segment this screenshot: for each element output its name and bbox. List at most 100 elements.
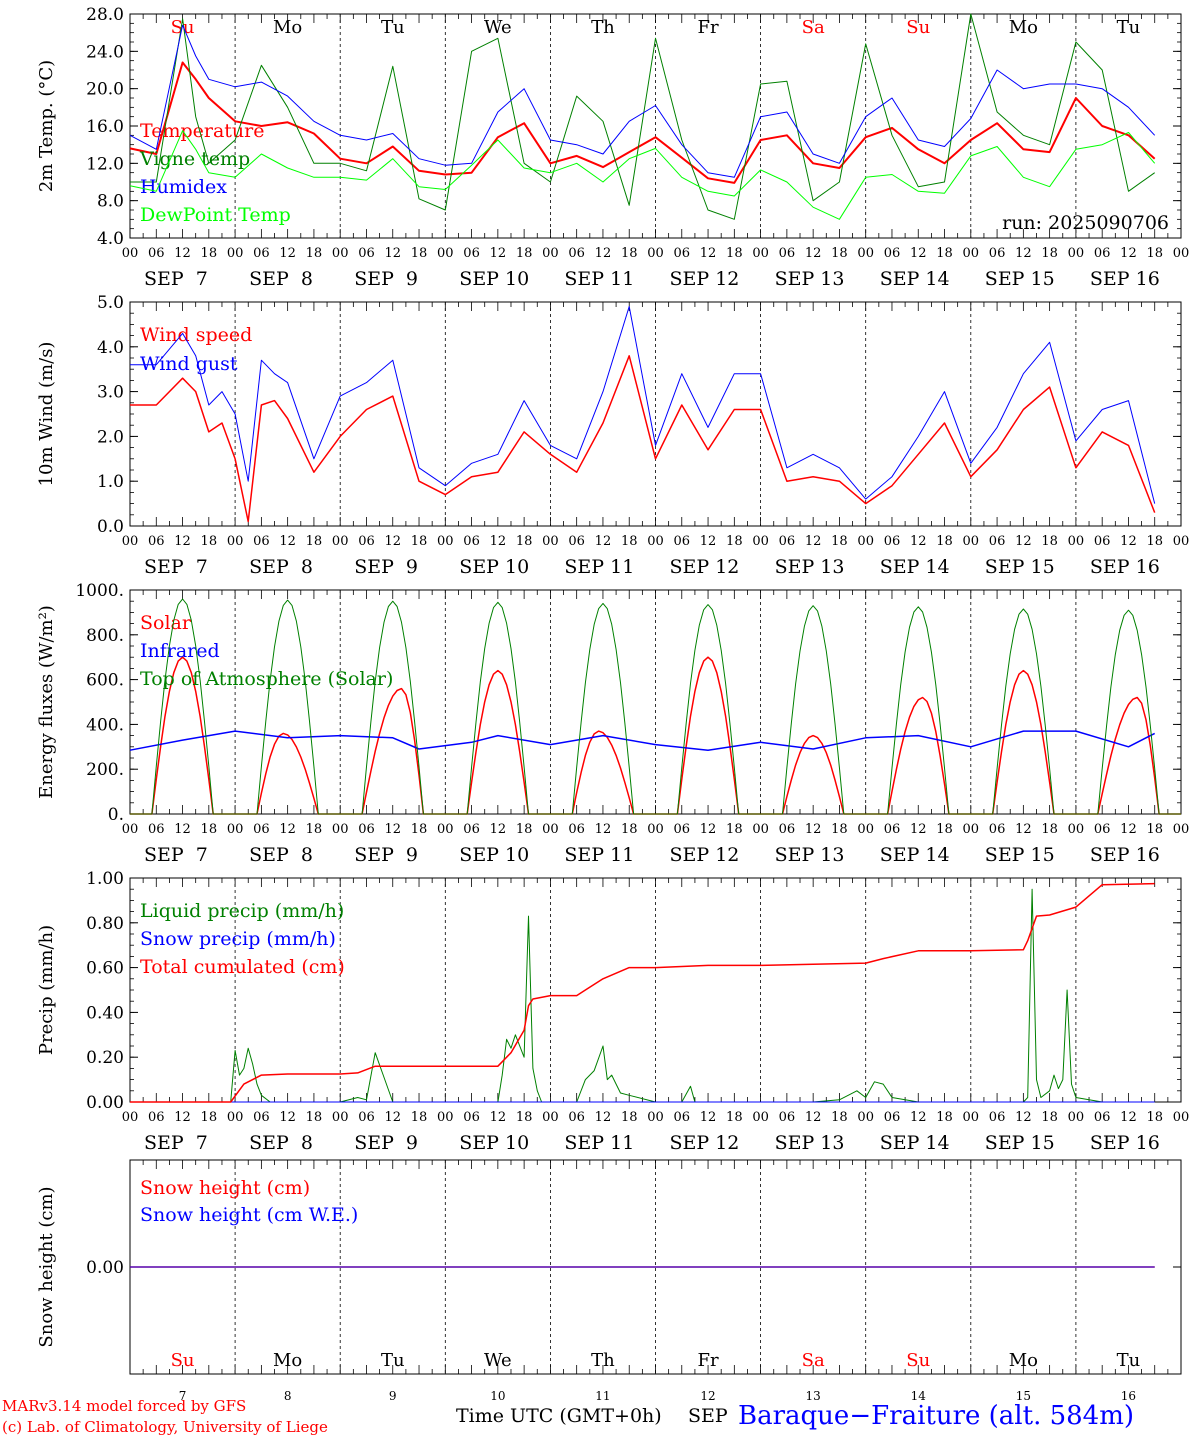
- station-title: Baraque−Fraiture (alt. 584m): [738, 1401, 1135, 1431]
- x-hour-label: 18: [1146, 246, 1163, 261]
- x-hour-label: 12: [174, 1110, 191, 1125]
- y-tick-label: 0.00: [86, 1258, 124, 1278]
- x-hour-label: 12: [1015, 246, 1032, 261]
- x-hour-label: 12: [490, 1110, 507, 1125]
- x-hour-label: 00: [647, 246, 664, 261]
- x-hour-label: 18: [936, 1110, 953, 1125]
- x-hour-label: 18: [726, 246, 743, 261]
- x-hour-label: 00: [227, 534, 244, 549]
- x-hour-label: 12: [1015, 534, 1032, 549]
- x-hour-label: 12: [805, 1110, 822, 1125]
- x-hour-label: 06: [148, 1110, 165, 1125]
- day-name-label: Th: [591, 17, 615, 38]
- x-hour-label: 12: [1015, 1110, 1032, 1125]
- x-hour-label: 12: [279, 822, 296, 837]
- x-hour-label: 12: [1120, 246, 1137, 261]
- y-tick-label: 0.80: [86, 914, 124, 934]
- x-date-label: SEP 7: [144, 844, 208, 866]
- x-hour-label: 00: [332, 822, 349, 837]
- x-date-label: SEP 16: [1090, 556, 1160, 578]
- day-name-label: We: [484, 17, 512, 38]
- x-hour-label: 06: [989, 822, 1006, 837]
- x-hour-label: 00: [752, 1110, 769, 1125]
- x-date-label: SEP 9: [354, 268, 418, 290]
- x-hour-label: 12: [595, 822, 612, 837]
- y-tick-label: 200.: [86, 760, 124, 780]
- x-hour-label: 18: [1041, 822, 1058, 837]
- x-hour-label: 06: [1094, 1110, 1111, 1125]
- x-hour-label: 00: [542, 246, 559, 261]
- x-hour-label: 06: [463, 534, 480, 549]
- x-hour-label: 18: [831, 534, 848, 549]
- x-hour-label: 00: [752, 534, 769, 549]
- x-hour-label: 18: [411, 534, 428, 549]
- x-hour-label: 12: [384, 822, 401, 837]
- y-tick-label: 1.00: [86, 869, 124, 889]
- x-hour-label: 06: [989, 246, 1006, 261]
- day-name-label: Su: [906, 17, 930, 38]
- x-date-label: SEP 9: [354, 556, 418, 578]
- panel-frame: [129, 589, 1182, 815]
- x-hour-label: 00: [963, 822, 980, 837]
- legend-entry: Snow height (cm W.E.): [140, 1204, 358, 1226]
- x-hour-label: 12: [1120, 534, 1137, 549]
- x-hour-label: 00: [437, 822, 454, 837]
- y-tick-label: 12.0: [86, 154, 124, 174]
- x-date-label: SEP 11: [564, 844, 634, 866]
- x-hour-label: 00: [963, 246, 980, 261]
- x-date-label: SEP 11: [564, 268, 634, 290]
- y-tick-label: 20.0: [86, 80, 124, 100]
- x-hour-label: 06: [568, 534, 585, 549]
- x-hour-label: 00: [542, 1110, 559, 1125]
- x-hour-label: 12: [384, 246, 401, 261]
- x-hour-label: 00: [542, 534, 559, 549]
- series-line-vigne-temp: [130, 13, 1155, 220]
- x-hour-label: 06: [358, 246, 375, 261]
- y-tick-label: 8.0: [97, 192, 124, 212]
- x-hour-label: 00: [122, 1110, 139, 1125]
- x-hour-label: 06: [253, 246, 270, 261]
- x-hour-label: 06: [358, 534, 375, 549]
- x-date-label: SEP 12: [670, 1132, 740, 1154]
- day-name-label: Sa: [802, 1350, 825, 1371]
- x-hour-label: 00: [437, 534, 454, 549]
- x-hour-label: 12: [174, 822, 191, 837]
- x-hour-label: 12: [910, 822, 927, 837]
- x-hour-label: 06: [253, 822, 270, 837]
- day-name-label: Su: [906, 1350, 930, 1371]
- x-hour-label: 00: [1173, 246, 1190, 261]
- y-tick-label: 2.0: [97, 427, 124, 447]
- x-hour-label: 12: [910, 246, 927, 261]
- legend-entry: Wind speed: [140, 324, 252, 346]
- x-hour-label: 00: [1068, 1110, 1085, 1125]
- x-hour-label: 06: [463, 246, 480, 261]
- footer-axis-label: Time UTC (GMT+0h): [456, 1405, 662, 1427]
- x-hour-label: 18: [516, 534, 533, 549]
- x-hour-label: 18: [306, 822, 323, 837]
- x-hour-label: 06: [884, 534, 901, 549]
- day-name-label: Fr: [698, 17, 719, 38]
- x-hour-label: 00: [1068, 822, 1085, 837]
- y-tick-label: 0.0: [97, 517, 124, 537]
- x-hour-label: 18: [516, 1110, 533, 1125]
- legend-entry: Infrared: [140, 640, 220, 662]
- x-hour-label: 12: [279, 246, 296, 261]
- y-axis-label: Energy fluxes (W/m²): [36, 605, 57, 799]
- x-hour-label: 12: [490, 534, 507, 549]
- x-hour-label: 00: [437, 246, 454, 261]
- x-date-label: SEP 15: [985, 844, 1055, 866]
- y-axis-label: Snow height (cm): [36, 1186, 57, 1347]
- x-date-label: SEP 8: [249, 268, 313, 290]
- day-number-label: 11: [595, 1389, 610, 1403]
- day-name-label: Fr: [698, 1350, 719, 1371]
- x-date-label: SEP 13: [775, 556, 845, 578]
- legend-entry: Solar: [140, 612, 192, 634]
- y-tick-label: 16.0: [86, 117, 124, 137]
- legend-entry: Snow height (cm): [140, 1177, 310, 1199]
- x-date-label: SEP 10: [459, 844, 529, 866]
- day-name-label: Tu: [381, 1350, 405, 1371]
- x-hour-label: 00: [437, 1110, 454, 1125]
- y-tick-label: 0.20: [86, 1048, 124, 1068]
- x-hour-label: 06: [779, 1110, 796, 1125]
- legend-entry: Temperature: [140, 120, 264, 142]
